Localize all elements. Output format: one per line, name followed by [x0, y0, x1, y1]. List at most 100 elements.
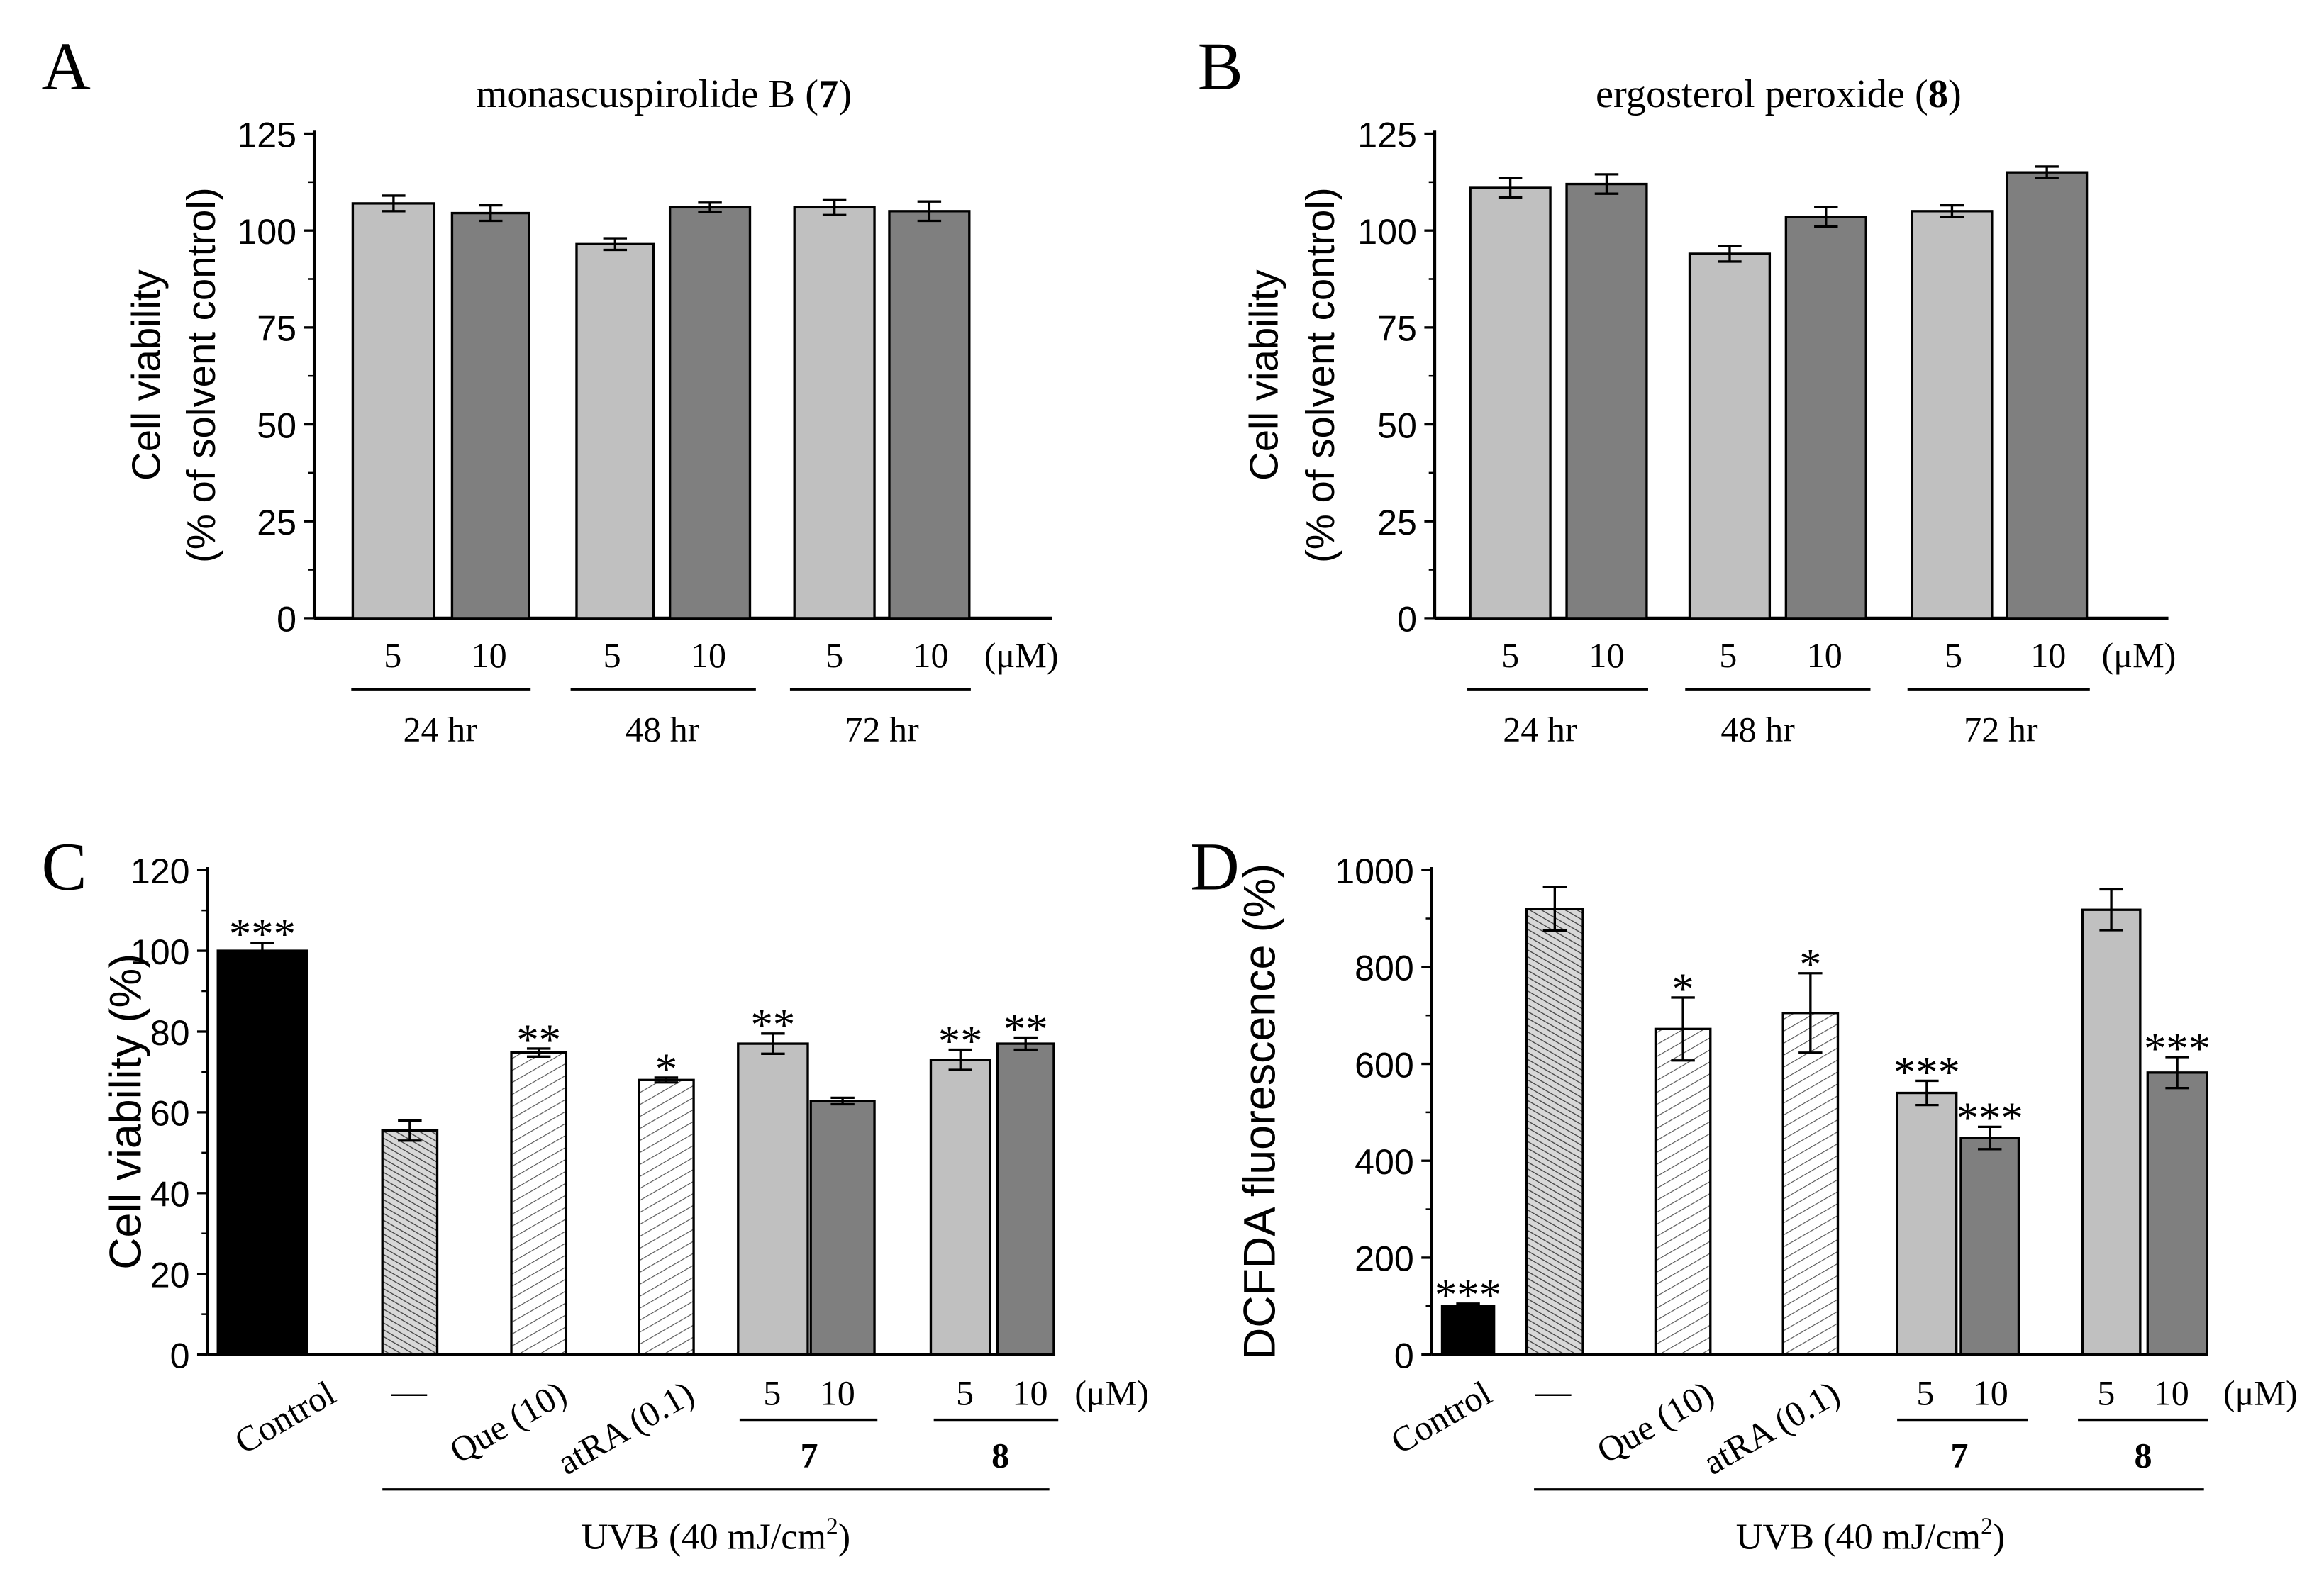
- dose-label: 5: [825, 635, 843, 675]
- bar: [1896, 1091, 1958, 1356]
- y-axis-label: Cell viability: [1242, 269, 1286, 481]
- y-axis-label: (% of solvent control): [1298, 187, 1342, 563]
- dose-label: 10: [691, 635, 726, 675]
- dose-label: 10: [1973, 1373, 2008, 1413]
- group-label: 24 hr: [403, 709, 477, 749]
- significance-annotation: *: [1672, 964, 1694, 1013]
- treatment-label: Que (10): [443, 1373, 573, 1470]
- y-tick-label: 75: [1377, 309, 1417, 349]
- significance-annotation: **: [516, 1015, 561, 1064]
- dose-label: 5: [1916, 1373, 1934, 1413]
- significance-annotation: ***: [229, 909, 296, 959]
- y-tick-label: 0: [1397, 600, 1417, 640]
- dose-label: 5: [384, 635, 401, 675]
- group-label: 72 hr: [1964, 709, 2038, 749]
- bar: [1911, 210, 1994, 620]
- dose-label: 5: [1719, 635, 1737, 675]
- y-tick-label: 50: [1377, 406, 1417, 445]
- y-axis-label: Cell viability (%): [101, 954, 151, 1270]
- bar: [793, 206, 876, 620]
- treatment-label: atRA (0.1): [1696, 1373, 1846, 1482]
- unit-label: (μM): [2102, 635, 2176, 675]
- panel-label: C: [42, 828, 87, 904]
- dose-label: 10: [1807, 635, 1842, 675]
- bar: [2081, 908, 2142, 1356]
- y-tick-label: 200: [1355, 1239, 1414, 1279]
- y-tick-label: 0: [277, 600, 296, 640]
- y-tick-label: 100: [130, 932, 190, 972]
- significance-annotation: **: [938, 1016, 983, 1066]
- significance-annotation: **: [1003, 1004, 1048, 1054]
- significance-annotation: **: [751, 1000, 796, 1049]
- bar: [1469, 186, 1552, 620]
- panel-label: B: [1198, 28, 1243, 104]
- y-axis-label: DCFDA fluorescence (%): [1235, 864, 1284, 1360]
- chart-title: monascuspirolide B (7): [477, 72, 852, 116]
- chart-title-part: monascuspirolide B (: [477, 72, 819, 116]
- bar: [737, 1042, 809, 1356]
- bar: [216, 949, 308, 1356]
- bar: [996, 1042, 1055, 1356]
- y-axis-label: Cell viability: [124, 269, 169, 481]
- bar: [381, 1129, 439, 1356]
- dose-label: 10: [913, 635, 948, 675]
- unit-label: (μM): [2223, 1373, 2298, 1413]
- dose-label: 5: [1945, 635, 1962, 675]
- y-tick-label: 400: [1355, 1142, 1414, 1182]
- dose-label: 5: [604, 635, 621, 675]
- compound-label: 8: [991, 1435, 1009, 1475]
- group-label: 48 hr: [626, 709, 700, 749]
- treatment-label: —: [1535, 1372, 1572, 1412]
- dose-label: 5: [2097, 1373, 2115, 1413]
- treatment-label: atRA (0.1): [550, 1373, 700, 1482]
- chart-title-part: ergosterol peroxide (: [1596, 72, 1928, 116]
- bar: [1784, 216, 1867, 620]
- y-tick-label: 0: [1394, 1336, 1414, 1375]
- bar: [1688, 252, 1772, 620]
- y-tick-label: 25: [257, 503, 296, 542]
- bar: [809, 1100, 876, 1356]
- y-tick-label: 25: [1377, 503, 1417, 542]
- chart-title-part: ): [838, 72, 852, 116]
- uvb-label: UVB (40 mJ/cm2): [582, 1513, 850, 1557]
- y-tick-label: 600: [1355, 1045, 1414, 1085]
- bar: [2146, 1071, 2208, 1356]
- panel-label: A: [42, 28, 91, 104]
- significance-annotation: ***: [1894, 1047, 1960, 1097]
- significance-annotation: *: [1799, 939, 1821, 989]
- chart-title-part: ): [1948, 72, 1962, 116]
- bar: [1781, 1012, 1840, 1356]
- y-tick-label: 125: [1357, 115, 1417, 155]
- y-tick-label: 80: [150, 1013, 190, 1053]
- uvb-label-part: 2: [826, 1513, 838, 1539]
- chart-title-part: 8: [1928, 72, 1948, 116]
- uvb-label-part: ): [838, 1516, 850, 1557]
- uvb-label-part: UVB (40 mJ/cm: [582, 1516, 826, 1557]
- uvb-label-part: ): [1993, 1516, 2005, 1557]
- uvb-label-part: 2: [1981, 1513, 1993, 1539]
- compound-label: 7: [1950, 1435, 1968, 1475]
- chart-title-part: 7: [818, 72, 838, 116]
- dose-label: 10: [1012, 1373, 1047, 1413]
- unit-label: (μM): [1074, 1373, 1149, 1413]
- bar: [1565, 182, 1648, 620]
- panel-label: D: [1190, 828, 1239, 904]
- treatment-label: Control: [1384, 1373, 1498, 1461]
- significance-annotation: ***: [2144, 1023, 2211, 1073]
- treatment-label: Control: [228, 1373, 342, 1461]
- y-tick-label: 75: [257, 309, 296, 349]
- bar: [929, 1059, 991, 1356]
- unit-label: (μM): [984, 635, 1059, 675]
- y-tick-label: 1000: [1335, 851, 1414, 891]
- y-tick-label: 60: [150, 1094, 190, 1134]
- y-tick-label: 120: [130, 851, 190, 891]
- compound-label: 7: [801, 1435, 818, 1475]
- bar: [351, 202, 436, 620]
- bar: [638, 1078, 695, 1356]
- dose-label: 10: [820, 1373, 855, 1413]
- group-label: 24 hr: [1503, 709, 1577, 749]
- dose-label: 5: [956, 1373, 974, 1413]
